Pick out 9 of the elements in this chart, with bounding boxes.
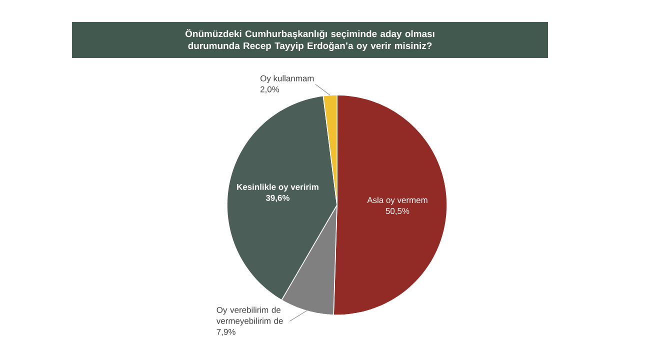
slice-label: Oy verebilirim de vermeyebilirim de [216, 306, 283, 326]
chart-title: Önümüzdeki Cumhurbaşkanlığı seçiminde aday olması durumunda Recep Tayyip Erdoğan’a oy verir misiniz? [185, 28, 434, 52]
data-label: 50,5% [386, 208, 410, 216]
data-label: 2,0% [260, 86, 280, 94]
slice-label: Asla oy vermem [367, 196, 428, 205]
slice-label: Kesinlikle oy veririm [237, 184, 318, 192]
data-label: 7,9% [216, 328, 236, 336]
data-label: 39,6% [266, 194, 290, 202]
slice-label: Oy kullanmam [260, 75, 314, 84]
